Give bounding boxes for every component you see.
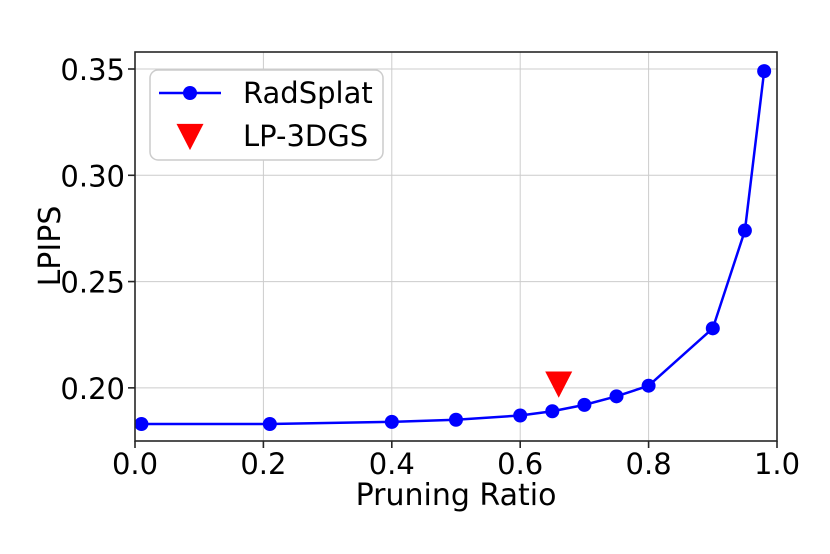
x-axis-label: Pruning Ratio	[356, 478, 557, 513]
radsplat-marker	[757, 64, 772, 79]
radsplat-marker	[545, 404, 560, 419]
radsplat-marker	[513, 408, 528, 423]
radsplat-marker	[449, 412, 463, 427]
legend: RadSplat LP-3DGS	[149, 69, 384, 161]
radsplat-marker	[705, 321, 720, 336]
y-tick-label: 0.25	[60, 266, 125, 300]
legend-lp3dgs-marker	[176, 123, 204, 151]
y-tick-label: 0.30	[60, 159, 125, 193]
y-tick-label: 0.20	[60, 372, 125, 406]
radsplat-marker	[577, 397, 592, 412]
y-axis-label: LPIPS	[33, 206, 68, 287]
x-tick-label: 0.2	[240, 447, 286, 481]
radsplat-marker	[262, 416, 277, 431]
x-tick-label: 0.6	[497, 447, 543, 481]
x-tick-label: 0.8	[626, 447, 672, 481]
legend-label-radsplat: RadSplat	[243, 76, 373, 110]
radsplat-marker	[641, 378, 656, 393]
radsplat-marker	[609, 389, 624, 404]
plot-border	[134, 51, 778, 442]
radsplat-line	[141, 70, 766, 426]
legend-label-lp3dgs: LP-3DGS	[243, 119, 368, 153]
x-tick-label: 0.4	[369, 447, 415, 481]
y-tick-label: 0.35	[60, 53, 125, 87]
radsplat-marker	[134, 416, 149, 431]
x-tick-label: 1.0	[754, 447, 800, 481]
legend-radsplat-marker	[183, 86, 197, 100]
radsplat-marker	[737, 223, 752, 238]
lp3dgs-marker	[545, 371, 573, 398]
radsplat-marker	[384, 414, 399, 429]
x-tick-label: 0.0	[112, 447, 158, 481]
